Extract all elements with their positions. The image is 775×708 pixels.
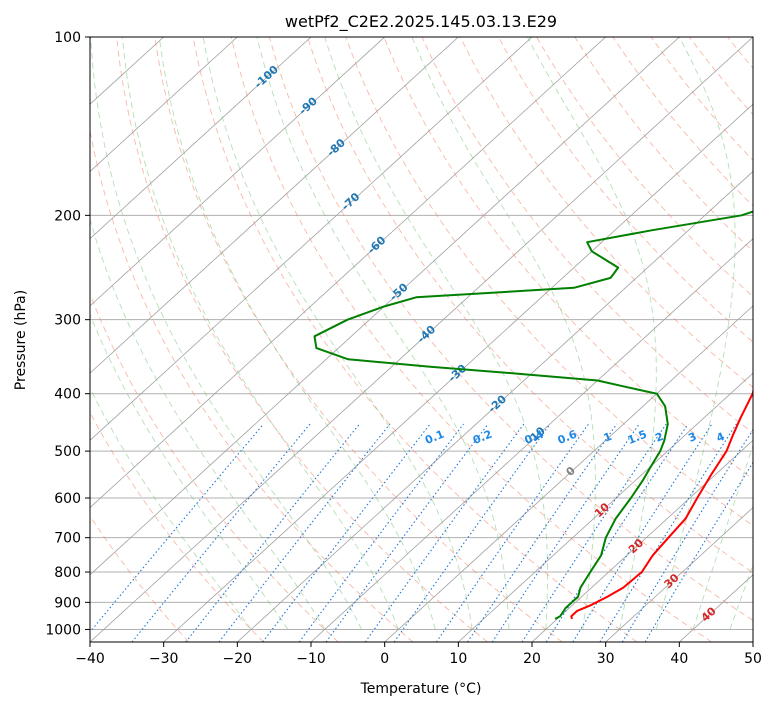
x-tick-label: 40: [670, 651, 688, 667]
mixing-ratio-line: [298, 423, 464, 642]
isotherm-line: [752, 641, 753, 642]
y-tick-label: 800: [54, 565, 81, 581]
chart-title: wetPf2_C2E2.2025.145.03.13.E29: [285, 12, 557, 32]
mixing-ratio-line: [435, 423, 590, 642]
isotherm-line: [458, 372, 753, 642]
moist-adiabat: [158, 37, 436, 630]
y-tick-label: 200: [54, 208, 81, 224]
mixing-ratio-line: [218, 423, 391, 642]
temperature-line: [570, 388, 753, 620]
y-tick-label: 700: [54, 531, 81, 547]
y-axis: 100 200 300 400 500 600 700 800 900 1000: [45, 30, 90, 638]
dry-adiabat: [90, 515, 190, 642]
moist-adiabat: [90, 313, 289, 630]
background-lines: [90, 37, 775, 642]
x-tick-label: 20: [523, 651, 541, 667]
y-tick-label: 100: [54, 30, 81, 46]
plot-frame: [89, 36, 754, 643]
isotherm-line: [90, 37, 680, 576]
isotherm-line: [90, 37, 606, 509]
isotherm-line: [310, 238, 753, 642]
moist-adiabat: [527, 37, 657, 630]
dry-adiabat: [268, 37, 753, 621]
isotherm-line: [531, 439, 753, 642]
mixing-ratio-line: [572, 423, 713, 642]
moist-adiabat: [256, 37, 510, 630]
isotherm-line: [90, 37, 312, 240]
y-tick-label: 300: [54, 313, 81, 329]
isotherm-line: [605, 507, 753, 642]
y-tick-label: 600: [54, 491, 81, 507]
mixing-ratio-label-6: 6: [753, 430, 765, 445]
dry-adiabat: [230, 37, 712, 642]
y-tick-label: 500: [54, 444, 81, 460]
isotherm-line: [90, 37, 533, 441]
x-tick-label: −20: [223, 651, 253, 667]
mixing-ratio-line: [131, 423, 311, 642]
moist-adiabat: [729, 563, 753, 630]
moist-adiabat: [121, 37, 399, 630]
mixing-ratio-line: [393, 423, 551, 642]
mixing-ratio-line: [491, 423, 640, 642]
mixing-ratio-label-3: 3: [686, 430, 698, 445]
y-tick-label: 1000: [45, 622, 81, 638]
profile-lines: [313, 210, 753, 620]
dry-adiabat: [345, 37, 753, 527]
mixing-ratio-line: [364, 423, 525, 642]
x-tick-label: 30: [597, 651, 615, 667]
dry-adiabat: [90, 128, 414, 642]
x-axis-label: Temperature (°C): [360, 681, 482, 697]
x-tick-label: −40: [75, 651, 105, 667]
moist-adiabat: [90, 387, 252, 630]
x-tick-label: −30: [149, 651, 179, 667]
isotherm-line: [90, 37, 459, 374]
mixing-ratio-line: [467, 423, 618, 642]
x-tick-label: 50: [744, 651, 762, 667]
mixing-ratio-label-1: 1: [602, 430, 614, 445]
dewpoint-line: [313, 210, 753, 620]
x-tick-label: 10: [449, 651, 467, 667]
x-axis: −40 −30 −20 −10 0 10 20 30 40 50: [75, 642, 762, 667]
isotherm-line: [237, 170, 753, 642]
dry-adiabat: [116, 37, 488, 642]
moist-adiabat: [655, 37, 736, 630]
moist-adiabat: [324, 37, 549, 630]
mixing-ratio-label-2: 2: [653, 430, 665, 445]
dry-adiabat: [154, 37, 563, 642]
isotherm-line: [163, 103, 753, 642]
mixing-ratio-line: [90, 423, 265, 633]
x-tick-label: −10: [296, 651, 326, 667]
isotherm-line: [90, 37, 753, 642]
mixing-ratio-line: [621, 428, 753, 642]
dry-adiabat: [192, 37, 638, 642]
moist-adiabat: [411, 37, 596, 630]
moist-adiabat: [692, 444, 753, 630]
moist-adiabat: [202, 37, 473, 630]
isotherm-line: [90, 37, 238, 172]
y-tick-label: 400: [54, 387, 81, 403]
x-tick-label: 0: [380, 651, 389, 667]
y-tick-label: 900: [54, 595, 81, 611]
mixing-ratio-line: [262, 423, 431, 642]
dry-adiabat: [766, 37, 775, 642]
isotherm-line: [384, 305, 753, 642]
y-axis-label: Pressure (hPa): [13, 290, 29, 390]
mixing-ratio-line: [644, 461, 753, 642]
dry-adiabat: [536, 37, 753, 298]
moist-adiabat: [90, 37, 363, 630]
mixing-ratio-line: [185, 423, 360, 642]
isotherm-line: [90, 37, 385, 307]
dry-adiabat: [90, 411, 264, 642]
